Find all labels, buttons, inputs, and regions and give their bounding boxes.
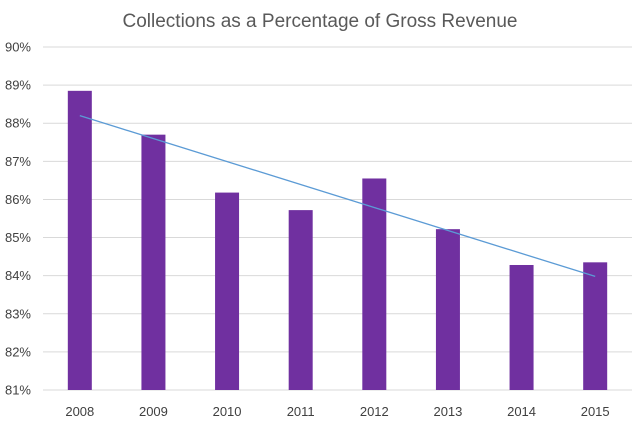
x-tick-label: 2010 bbox=[213, 404, 242, 419]
y-tick-label: 82% bbox=[5, 344, 31, 359]
chart-title: Collections as a Percentage of Gross Rev… bbox=[123, 11, 518, 32]
bar-2015 bbox=[583, 262, 608, 390]
y-tick-label: 88% bbox=[5, 116, 31, 131]
y-tick-label: 85% bbox=[5, 230, 31, 245]
y-tick-label: 84% bbox=[5, 268, 31, 283]
y-tick-label: 81% bbox=[5, 383, 31, 398]
x-tick-label: 2012 bbox=[360, 404, 389, 419]
y-tick-label: 87% bbox=[5, 154, 31, 169]
bar-2014 bbox=[509, 264, 534, 390]
y-tick-label: 90% bbox=[5, 40, 31, 55]
gridlines bbox=[43, 46, 632, 391]
x-tick-label: 2013 bbox=[433, 404, 462, 419]
x-axis-ticks: 2008 2009 2010 2011 2012 2013 2014 2015 bbox=[65, 404, 609, 419]
x-tick-label: 2015 bbox=[581, 404, 610, 419]
bar-2010 bbox=[215, 192, 240, 390]
y-tick-label: 89% bbox=[5, 78, 31, 93]
bar-2011 bbox=[288, 210, 313, 390]
x-tick-label: 2009 bbox=[139, 404, 168, 419]
trendline-segment bbox=[79, 114, 596, 278]
x-tick-label: 2008 bbox=[65, 404, 94, 419]
trendline bbox=[79, 114, 596, 278]
x-tick-label: 2011 bbox=[287, 404, 315, 419]
bar-2012 bbox=[362, 178, 387, 390]
bar-2009 bbox=[141, 134, 166, 390]
bars bbox=[67, 90, 608, 391]
x-tick-label: 2014 bbox=[507, 404, 536, 419]
y-tick-label: 86% bbox=[5, 192, 31, 207]
bar-2013 bbox=[435, 229, 460, 390]
y-tick-label: 83% bbox=[5, 306, 31, 321]
bar-2008 bbox=[67, 90, 92, 391]
y-axis-ticks: 81% 82% 83% 84% 85% 86% 87% 88% 89% 90% bbox=[5, 40, 31, 398]
